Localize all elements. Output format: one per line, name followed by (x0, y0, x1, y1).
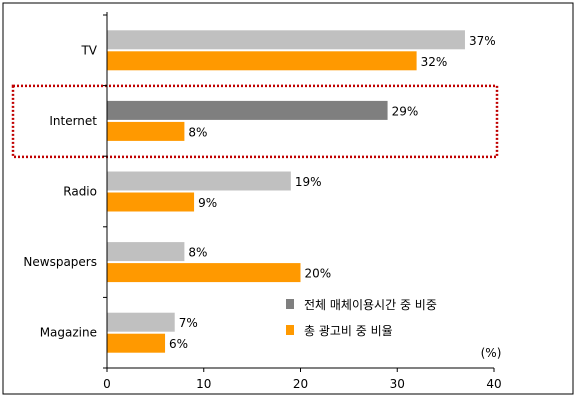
bar-internet-series-1 (107, 100, 388, 120)
bar-internet-series-2 (107, 121, 185, 141)
category-label-radio: Radio (63, 185, 97, 199)
data-label-radio-series-2: 9% (198, 196, 217, 210)
unit-label: (%) (481, 346, 502, 360)
data-label-radio-series-1: 19% (295, 175, 322, 189)
bar-radio-series-2 (107, 192, 195, 212)
bar-newspapers-series-1 (107, 242, 185, 262)
x-tick-label-40: 40 (486, 377, 501, 391)
x-tick-label-0: 0 (103, 377, 111, 391)
category-label-newspapers: Newspapers (23, 255, 97, 269)
bar-radio-series-1 (107, 171, 291, 191)
data-label-magazine-series-2: 6% (169, 337, 188, 351)
highlight-box (11, 84, 499, 159)
category-label-tv: TV (80, 43, 97, 57)
bar-tv-series-1 (107, 30, 465, 50)
legend-swatch-series-2 (286, 325, 294, 335)
data-label-internet-series-2: 8% (188, 125, 207, 139)
legend-label-series-2: 총 광고비 중 비율 (304, 324, 393, 338)
x-tick-label-20: 20 (293, 377, 308, 391)
data-label-tv-series-2: 32% (421, 55, 448, 69)
data-label-tv-series-1: 37% (469, 34, 496, 48)
data-label-internet-series-1: 29% (392, 104, 419, 118)
category-label-internet: Internet (49, 114, 97, 128)
data-label-newspapers-series-2: 20% (305, 267, 332, 281)
data-label-newspapers-series-1: 8% (188, 246, 207, 260)
x-tick-label-10: 10 (196, 377, 211, 391)
bar-magazine-series-2 (107, 333, 166, 353)
x-tick-label-30: 30 (390, 377, 405, 391)
bar-tv-series-2 (107, 51, 417, 71)
legend-label-series-1: 전체 매체이용시간 중 비중 (304, 298, 437, 312)
bar-magazine-series-1 (107, 312, 175, 332)
bar-newspapers-series-2 (107, 263, 301, 283)
category-label-magazine: Magazine (40, 326, 97, 340)
legend-swatch-series-1 (286, 299, 294, 309)
data-label-magazine-series-1: 7% (179, 316, 198, 330)
